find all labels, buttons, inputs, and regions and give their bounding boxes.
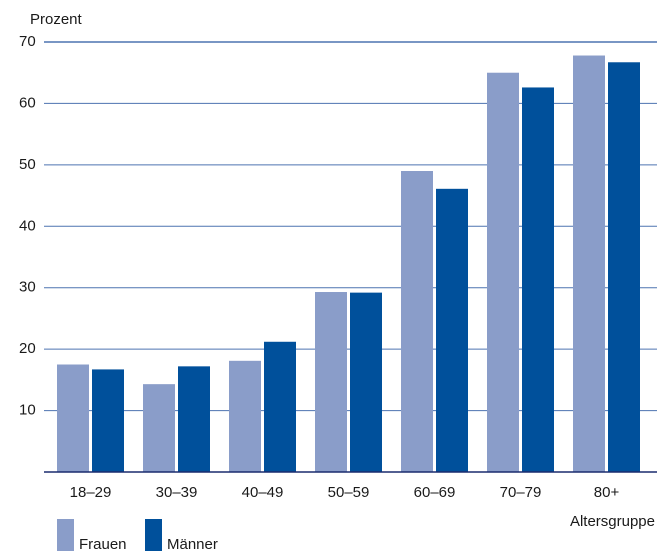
x-axis-label: Altersgruppe xyxy=(570,513,655,530)
y-tick-label: 20 xyxy=(19,340,36,357)
x-tick-label: 30–39 xyxy=(156,484,198,501)
x-tick-label: 18–29 xyxy=(70,484,112,501)
y-tick-label: 70 xyxy=(19,33,36,50)
bar-männer-2 xyxy=(264,341,296,472)
bar-frauen-2 xyxy=(229,360,261,472)
bar-männer-0 xyxy=(92,369,124,472)
legend-label: Frauen xyxy=(79,536,127,553)
y-tick-labels: 10 20 30 40 50 60 70 xyxy=(19,33,36,419)
bar-männer-3 xyxy=(350,292,382,472)
bar-männer-4 xyxy=(436,188,468,473)
y-tick-label: 50 xyxy=(19,156,36,173)
y-tick-label: 10 xyxy=(19,402,36,419)
y-tick-label: 40 xyxy=(19,217,36,234)
y-tick-label: 30 xyxy=(19,279,36,296)
bars xyxy=(57,55,640,473)
y-tick-label: 60 xyxy=(19,94,36,111)
x-tick-label: 70–79 xyxy=(500,484,542,501)
bar-frauen-5 xyxy=(487,72,519,472)
x-tick-label: 60–69 xyxy=(414,484,456,501)
x-tick-label: 40–49 xyxy=(242,484,284,501)
bar-frauen-4 xyxy=(401,171,433,472)
x-tick-label: 80+ xyxy=(594,484,620,501)
y-axis-label: Prozent xyxy=(30,11,83,28)
gridlines xyxy=(44,41,657,412)
bar-männer-1 xyxy=(178,366,210,472)
legend-label: Männer xyxy=(167,536,218,553)
x-tick-labels: 18–29 30–39 40–49 50–59 60–69 70–79 80+ xyxy=(70,484,620,501)
bar-frauen-6 xyxy=(573,55,605,473)
legend-swatch-frauen xyxy=(57,519,74,551)
bar-männer-6 xyxy=(608,62,640,473)
bar-frauen-1 xyxy=(143,384,175,472)
legend-swatch-männer xyxy=(145,519,162,551)
bar-männer-5 xyxy=(522,87,554,472)
legend: Frauen Männer xyxy=(57,519,218,553)
bar-frauen-0 xyxy=(57,364,89,472)
bar-frauen-3 xyxy=(315,292,347,472)
x-tick-label: 50–59 xyxy=(328,484,370,501)
